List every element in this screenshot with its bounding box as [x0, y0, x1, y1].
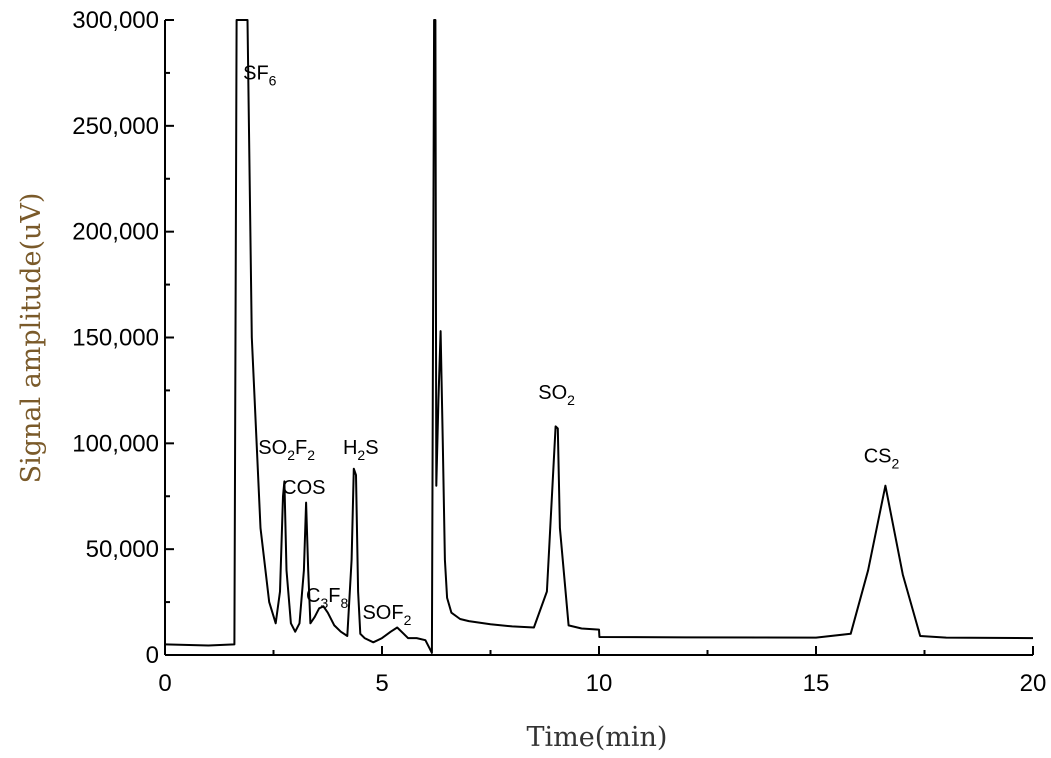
peak-label: COS	[282, 477, 325, 499]
axes: 0 50,000 100,000 150,000 200,000 250,000 300,0…	[72, 7, 1046, 697]
x-axis-title: Time(min)	[527, 722, 668, 753]
y-tick-label: 50,000	[86, 536, 159, 563]
y-tick-label: 100,000	[72, 430, 159, 457]
y-tick-label: 300,000	[72, 7, 159, 34]
peak-label: SO2F2	[258, 437, 315, 463]
peak-label: CS2	[864, 445, 900, 471]
peak-label: H2S	[343, 437, 379, 463]
peak-label: SO2	[538, 382, 575, 408]
x-tick-label: 20	[1020, 670, 1047, 697]
y-tick-label: 150,000	[72, 325, 159, 352]
x-tick-label: 15	[803, 670, 830, 697]
x-tick-label: 10	[586, 670, 613, 697]
peak-label: SF6	[243, 62, 277, 88]
x-tick-label: 0	[158, 670, 171, 697]
x-tick-label: 5	[375, 670, 388, 697]
signal-trace	[164, 19, 1034, 654]
y-tick-label: 250,000	[72, 113, 159, 140]
plot-area	[164, 19, 1034, 654]
peak-label: SOF2	[362, 602, 411, 628]
y-axis-title: Signal amplitude(uV)	[16, 193, 47, 484]
peak-label: C3F8	[306, 585, 348, 611]
peak-labels: SF6 SO2F2 COS C3F8 H2S SOF2 SO2 CS2	[243, 62, 899, 628]
y-tick-label: 0	[146, 642, 159, 669]
y-tick-label: 200,000	[72, 219, 159, 246]
